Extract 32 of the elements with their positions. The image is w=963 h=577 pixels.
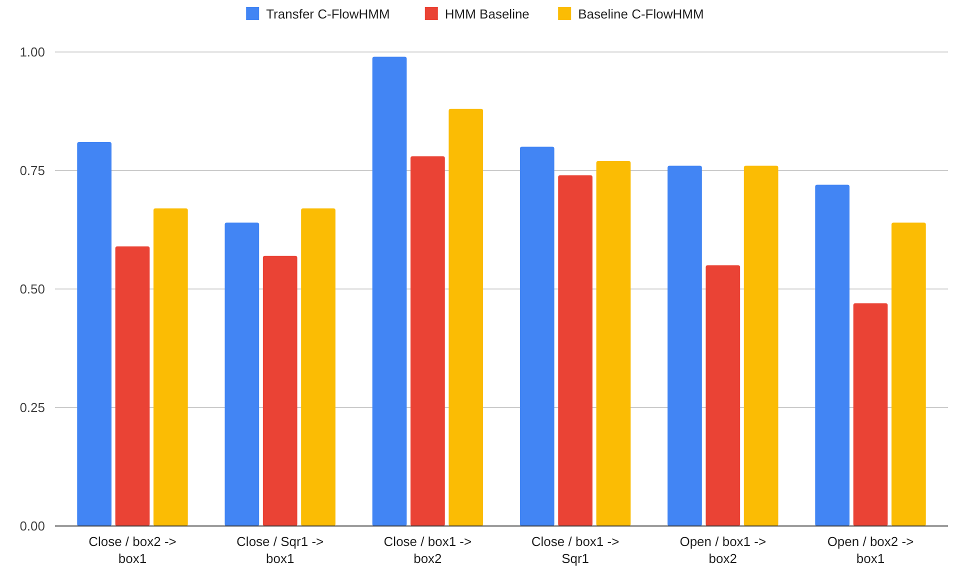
bar bbox=[448, 108, 484, 526]
y-tick-label: 0.50 bbox=[20, 282, 45, 297]
x-tick-label: Close / box2 -> box1 bbox=[88, 534, 176, 566]
bar bbox=[558, 175, 592, 526]
bar bbox=[668, 166, 702, 526]
x-tick-label: Close / Sqr1 -> box1 bbox=[236, 534, 324, 566]
bar bbox=[853, 303, 888, 526]
y-tick-label: 0.75 bbox=[20, 163, 45, 178]
x-tick-label: Close / box1 -> Sqr1 bbox=[531, 534, 620, 566]
bar bbox=[153, 208, 188, 526]
x-tick-label: Open / box2 -> box1 bbox=[827, 534, 914, 566]
legend-label: HMM Baseline bbox=[444, 6, 530, 22]
y-tick-label: 0.25 bbox=[20, 400, 45, 416]
bar bbox=[410, 156, 445, 526]
bar bbox=[115, 246, 150, 526]
bar bbox=[77, 142, 112, 526]
x-tick-label: Open / box1 -> box2 bbox=[680, 534, 766, 566]
bar bbox=[815, 184, 850, 526]
bar bbox=[520, 146, 554, 526]
bar bbox=[372, 56, 407, 526]
legend-label: Baseline C-FlowHMM bbox=[578, 6, 704, 22]
bar bbox=[706, 265, 740, 526]
y-tick-label: 1.00 bbox=[20, 44, 45, 60]
bar bbox=[301, 208, 336, 526]
bar bbox=[224, 222, 260, 526]
y-tick-label: 0.00 bbox=[20, 518, 45, 534]
bar bbox=[892, 222, 926, 526]
bar bbox=[596, 161, 631, 526]
bar bbox=[744, 166, 778, 526]
bar bbox=[262, 256, 298, 526]
legend-label: Transfer C-FlowHMM bbox=[266, 6, 390, 22]
x-tick-label: Close / box1 -> box2 bbox=[384, 534, 472, 566]
